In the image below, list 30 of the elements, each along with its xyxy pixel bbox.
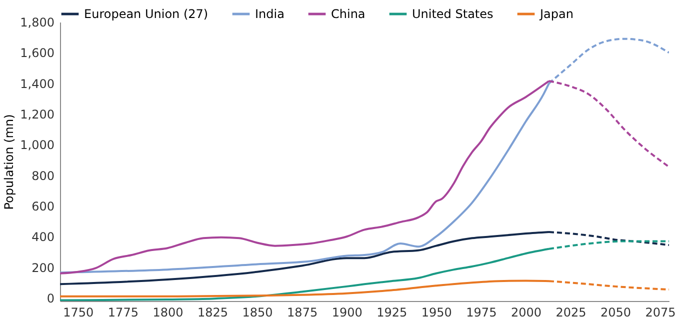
y-tick-label: 0 (46, 291, 54, 306)
x-tick-label: 2050 (600, 306, 632, 320)
x-tick-label: 1825 (197, 306, 228, 320)
x-tick-label: 2025 (556, 306, 586, 320)
legend-label: India (255, 7, 284, 21)
x-tick-label: 1875 (287, 306, 318, 320)
y-tick-label: 1,600 (20, 46, 54, 60)
legend-label: European Union (27) (84, 7, 208, 21)
x-tick-label: 1750 (63, 306, 94, 320)
y-tick-label: 200 (32, 260, 54, 275)
y-axis-title: Population (mn) (2, 114, 16, 210)
x-tick-label: 2000 (510, 306, 542, 320)
legend-label: Japan (539, 7, 574, 21)
y-tick-label: 400 (32, 230, 54, 244)
x-tick-label: 1950 (421, 306, 452, 320)
y-tick-label: 1,800 (20, 16, 54, 30)
x-tick-label: 1800 (152, 306, 184, 320)
x-tick-label: 1850 (242, 306, 273, 320)
x-tick-label: 2075 (645, 306, 676, 320)
legend-label: United States (412, 7, 494, 21)
x-tick-label: 1925 (376, 306, 408, 320)
y-tick-label: 1,000 (20, 138, 54, 152)
y-tick-label: 600 (32, 199, 54, 214)
y-tick-label: 1,400 (20, 76, 54, 91)
x-tick-label: 1775 (108, 306, 138, 320)
x-tick-label: 1975 (466, 306, 497, 320)
y-tick-label: 1,200 (20, 107, 54, 122)
legend-label: China (331, 7, 366, 21)
y-tick-label: 800 (32, 168, 54, 183)
x-tick-label: 1900 (332, 306, 362, 320)
